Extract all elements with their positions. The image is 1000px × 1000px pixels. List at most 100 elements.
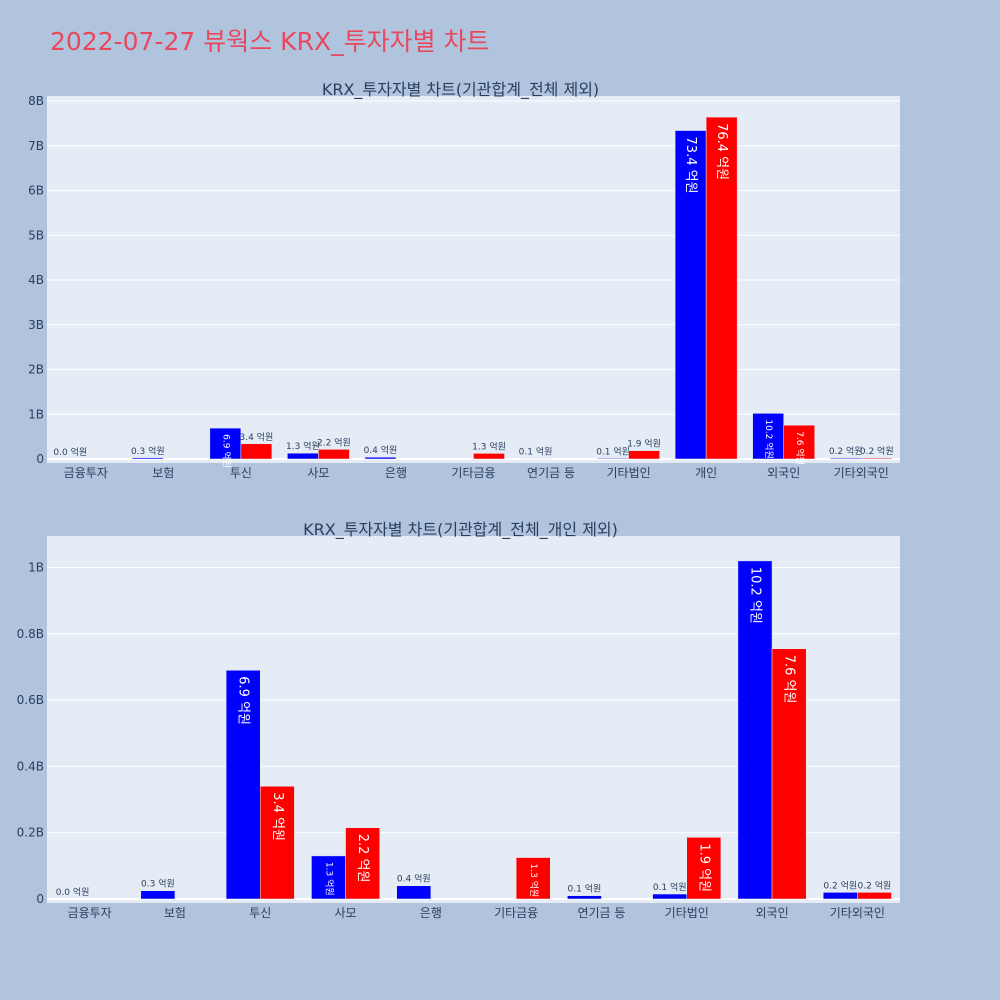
bar [860,457,893,460]
bar [597,458,629,460]
bar [260,786,295,900]
x-tick-label: 투신 [249,906,271,920]
x-tick-label: 기타금융 [494,906,538,920]
x-tick-label: 개인 [695,466,717,480]
bar-data-label: 3.4 억원 [240,431,274,443]
x-tick-label: 보험 [164,906,186,920]
bar-data-label: 6.9 억원 [220,434,232,468]
y-tick-label: 0.4B [17,759,44,773]
y-tick-label: 0.2B [17,826,44,840]
bar-data-label: 0.2 억원 [823,879,857,891]
bar [345,827,380,900]
x-tick-label: 기타법인 [665,906,709,920]
x-tick-label: 금융투자 [68,906,112,920]
chart-title: KRX_투자자별 차트(기관합계_전체 제외) [322,80,599,100]
bar [311,855,346,900]
bar [652,893,688,900]
bar-data-label: 10.2 억원 [747,567,762,624]
bar [396,885,432,900]
y-tick-label: 5B [28,228,44,242]
bar-data-label: 1.9 억원 [696,843,711,892]
bar [287,452,319,460]
y-tick-label: 0.8B [17,627,44,641]
chart-investor-excl-institution: KRX_투자자별 차트(기관합계_전체 제외) 0 1B 2B 3B 4B 5B 6B 7B 8B… [28,80,900,480]
x-tick-label: 외국인 [755,906,788,920]
page-title: 2022-07-27 뷰웍스 KRX_투자자별 차트 [50,27,490,56]
bar [209,427,242,460]
x-tick-label: 은행 [385,465,407,480]
bar-data-label: 2.2 억원 [317,436,351,448]
y-tick-label: 6B [28,184,44,198]
bar-data-label: 3.4 억원 [270,792,285,841]
bar-data-label: 0.2 억원 [829,445,863,457]
x-tick-label: 투신 [230,466,252,480]
bar-data-label: 0.0 억원 [53,446,87,458]
bar-data-label: 73.4 억원 [683,137,698,194]
x-tick-label: 기타금융 [451,466,495,480]
y-tick-label: 1B [28,561,44,575]
bar [132,457,164,460]
x-tick-label: 은행 [420,905,442,920]
chart-investor-excl-institution-individual: KRX_투자자별 차트(기관합계_전체_개인 제외) 0 0.2B 0.4B 0.6B 0… [17,520,900,920]
bar [783,424,815,460]
bar-data-label: 0.3 억원 [141,878,175,890]
x-tick-label: 외국인 [767,466,800,480]
x-tick-label: 기타법인 [607,466,651,480]
y-tick-label: 3B [28,318,44,332]
y-tick-label: 0.6B [17,693,44,707]
bar [857,892,892,900]
chart-title: KRX_투자자별 차트(기관합계_전체_개인 제외) [303,520,618,540]
bar [515,857,551,900]
bar-data-label: 0.2 억원 [858,879,892,891]
bar-data-label: 7.6 억원 [782,655,797,704]
bar [829,457,862,460]
x-tick-label: 기타외국인 [834,466,889,480]
y-tick-label: 0 [36,892,44,906]
bar [318,449,350,460]
bar-data-label: 0.4 억원 [397,873,431,885]
x-tick-label: 연기금 등 [527,466,575,480]
bar [140,890,176,900]
bar [567,895,602,900]
bar-data-label: 0.1 억원 [596,445,630,457]
bar-data-label: 0.2 억원 [860,445,894,457]
x-tick-label: 보험 [152,466,174,480]
bar [737,560,773,900]
bar [752,413,784,460]
x-tick-label: 금융투자 [64,466,108,480]
bar [364,456,397,460]
bar-data-label: 76.4 억원 [714,123,729,180]
bar [473,453,505,460]
bar-data-label: 6.9 억원 [236,676,251,725]
bar-data-label: 0.1 억원 [519,446,553,458]
bar-data-label: 1.3 억원 [323,862,335,896]
bar-data-label: 10.2 억원 [763,419,775,458]
y-tick-label: 1B [28,407,44,421]
bar [628,450,660,460]
bar [822,892,858,900]
x-tick-label: 연기금 등 [577,906,625,920]
x-tick-label: 사모 [335,906,357,920]
bar-data-label: 0.0 억원 [56,886,90,898]
y-tick-label: 7B [28,139,44,153]
bar-data-label: 1.9 억원 [627,438,661,450]
bar-data-label: 1.3 억원 [528,864,540,898]
bar [686,837,722,900]
bar-data-label: 7.6 억원 [794,431,806,465]
bar-data-label: 1.3 억원 [472,440,506,452]
bar-data-label: 0.4 억원 [364,444,398,456]
bar-data-label: 0.3 억원 [131,445,165,457]
y-tick-label: 4B [28,273,44,287]
y-tick-label: 8B [28,94,44,108]
bar-data-label: 0.1 억원 [653,881,687,893]
bar [705,116,738,460]
bar [240,443,273,460]
bar [225,670,261,900]
x-tick-label: 기타외국인 [830,906,885,920]
bar-data-label: 2.2 억원 [355,834,370,883]
y-tick-label: 2B [28,363,44,377]
bar [771,648,807,900]
y-tick-label: 0 [36,452,44,466]
x-tick-label: 사모 [307,466,329,480]
